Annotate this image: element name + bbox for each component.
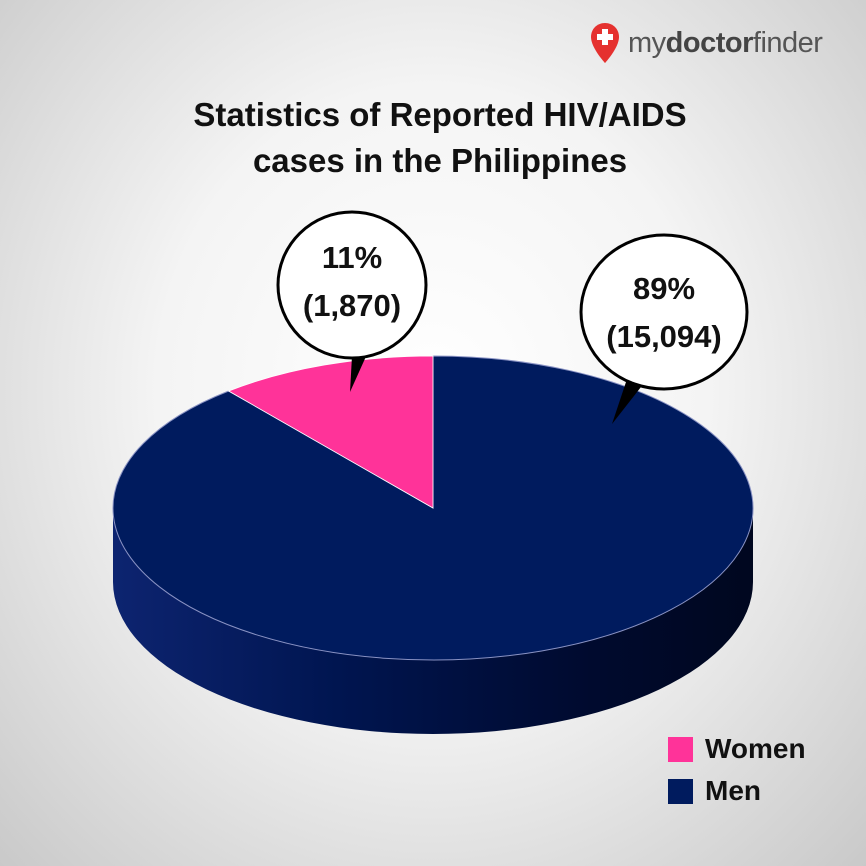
pie-slice-women (227, 355, 434, 509)
legend: Women Men (668, 728, 806, 812)
legend-item-men: Men (668, 770, 806, 812)
men-count-label: (15,094) (606, 319, 721, 354)
brand-logo: mydoctorfinder (590, 22, 823, 64)
men-percent-label: 89% (633, 271, 695, 306)
pie-side-wall (113, 508, 753, 734)
legend-swatch-women (668, 736, 693, 762)
legend-item-women: Women (668, 728, 806, 770)
women-count-label: (1,870) (303, 288, 401, 323)
brand-name: mydoctorfinder (628, 26, 823, 59)
legend-swatch-men (668, 778, 693, 804)
legend-label-women: Women (705, 733, 806, 764)
chart-title-line-2: cases in the Philippines (252, 142, 628, 179)
callout-women: 11% (1,870) (276, 210, 428, 392)
legend-label-men: Men (705, 775, 761, 806)
callout-men: 89% (15,094) (579, 233, 749, 424)
women-percent-label: 11% (322, 240, 382, 275)
chart-title: Statistics of Reported HIV/AIDS cases in… (60, 92, 820, 184)
map-pin-cross-icon (591, 23, 619, 63)
chart-title-line-1: Statistics of Reported HIV/AIDS (193, 96, 687, 133)
